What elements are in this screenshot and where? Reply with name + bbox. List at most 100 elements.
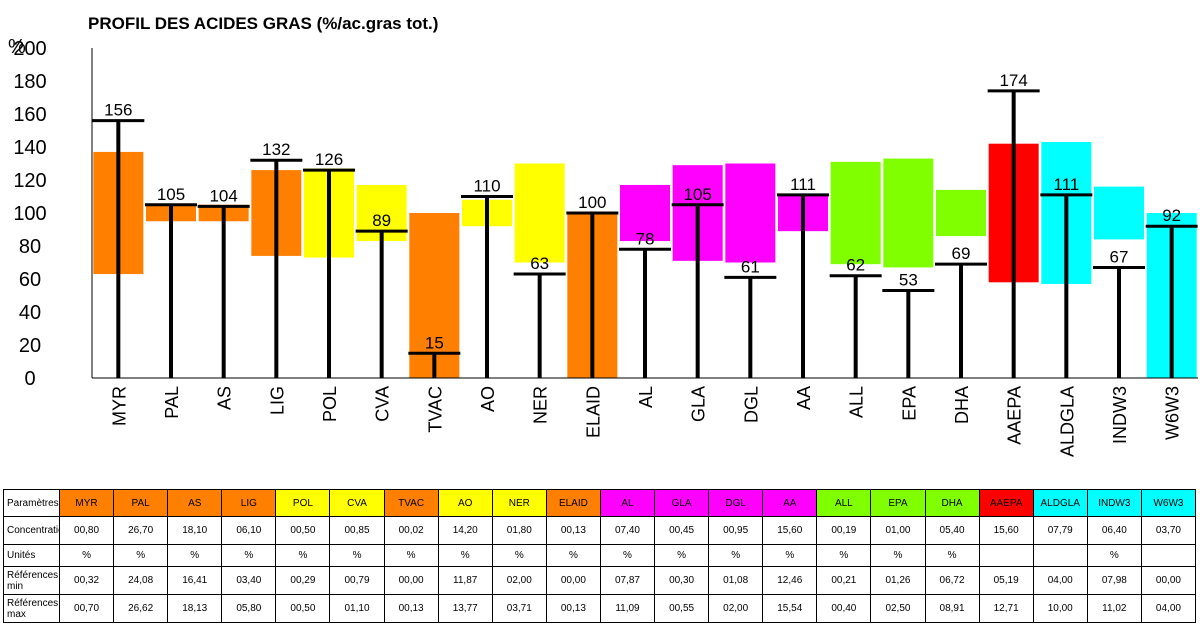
data-label: 104 — [209, 186, 237, 205]
table-header-cell: MYR — [58, 489, 115, 517]
data-label: 100 — [578, 193, 606, 212]
table-header-row: Paramètres MYR PAL AS LIG POL CVA TVAC AO NER ELAI… — [3, 489, 1197, 517]
table-cell: % — [762, 544, 818, 567]
x-tick-label: EPA — [899, 386, 919, 421]
data-label: 111 — [790, 175, 816, 194]
table-cell: 05,80 — [221, 594, 277, 623]
table-cell: 00,50 — [275, 594, 331, 623]
table-cell: 06,72 — [924, 566, 980, 595]
x-tick-label: CVA — [373, 386, 393, 422]
table-cell: % — [924, 544, 980, 567]
data-label: 132 — [262, 140, 290, 159]
table-cell: 01,26 — [870, 566, 926, 595]
table-cell: 00,13 — [383, 594, 439, 623]
reference-range-box — [725, 163, 776, 263]
reference-range-box — [830, 161, 881, 265]
table-header-cell: EPA — [870, 489, 926, 517]
x-tick-label: TVAC — [425, 386, 445, 433]
table-cell: 12,46 — [762, 566, 818, 595]
data-label: 53 — [899, 271, 918, 290]
table-cell: 18,10 — [167, 516, 223, 545]
table-cell: 11,09 — [599, 594, 656, 623]
table-cell: 03,71 — [491, 594, 547, 623]
table-row-label: Unités — [3, 544, 60, 567]
y-tick-label: 60 — [19, 269, 41, 291]
y-tick-label: 180 — [13, 71, 46, 93]
table-cell: 00,32 — [58, 566, 115, 595]
table-header-cell: INDW3 — [1086, 489, 1142, 517]
data-label: 174 — [999, 71, 1027, 90]
table-row-label: Références min — [3, 566, 60, 595]
table-cell: % — [329, 544, 385, 567]
table-cell: % — [708, 544, 764, 567]
table-cell: 00,45 — [654, 516, 710, 545]
x-tick-label: W6W3 — [1163, 386, 1183, 440]
x-tick-label: AS — [215, 386, 235, 410]
x-tick-label: AAEPA — [1005, 386, 1025, 445]
table-cell: 11,02 — [1086, 594, 1142, 623]
table-cell — [1032, 544, 1088, 567]
table-cell: 12,71 — [978, 594, 1034, 623]
table-cell: 26,62 — [113, 594, 169, 623]
table-cell: % — [437, 544, 493, 567]
table-row-label: Paramètres — [3, 489, 60, 517]
table-cell: 16,41 — [167, 566, 223, 595]
x-tick-label: POL — [320, 386, 340, 422]
table-cell: 00,80 — [58, 516, 115, 545]
table-cell: 06,40 — [1086, 516, 1142, 545]
x-tick-label: INDW3 — [1110, 386, 1130, 444]
table-cell: 00,00 — [1140, 566, 1197, 595]
table-cell: 05,19 — [978, 566, 1034, 595]
table-cell: 00,19 — [816, 516, 872, 545]
table-cell: 18,13 — [167, 594, 223, 623]
table-header-cell: NER — [491, 489, 547, 517]
table-header-cell: AAEPA — [978, 489, 1034, 517]
x-tick-label: ALDGLA — [1057, 386, 1077, 457]
x-tick-label: PAL — [162, 386, 182, 419]
table-cell: 01,80 — [491, 516, 547, 545]
table-cell: % — [654, 544, 710, 567]
table-cell — [978, 544, 1034, 567]
data-label: 89 — [372, 211, 391, 230]
table-cell: % — [58, 544, 115, 567]
y-tick-label: 140 — [13, 137, 46, 159]
table-cell: 04,00 — [1032, 566, 1088, 595]
reference-range-box — [620, 184, 670, 242]
x-tick-label: MYR — [109, 386, 129, 426]
y-tick-label: 80 — [19, 236, 41, 258]
table-cell: 00,85 — [329, 516, 385, 545]
table-cell: 00,40 — [816, 594, 872, 623]
table-cell: 00,70 — [58, 594, 115, 623]
table-cell: 00,02 — [383, 516, 439, 545]
table-row: Références min 00,32 24,08 16,41 03,40 00,29 0… — [3, 566, 1197, 595]
table-cell: 04,00 — [1140, 594, 1197, 623]
table-cell: 02,00 — [708, 594, 764, 623]
x-tick-label: AL — [636, 386, 656, 408]
data-label: 156 — [104, 101, 132, 120]
table-cell: 01,00 — [870, 516, 926, 545]
table-row: Unités%%%%%%%%%%%%%%%%%% — [3, 544, 1197, 567]
table-cell: % — [221, 544, 277, 567]
table-header-cell: W6W3 — [1140, 489, 1197, 517]
table-cell: 03,70 — [1140, 516, 1197, 545]
table-cell: % — [545, 544, 601, 567]
data-label: 67 — [1110, 247, 1129, 266]
table-cell: 00,30 — [654, 566, 710, 595]
table-cell: 24,08 — [113, 566, 169, 595]
table-header-cell: GLA — [654, 489, 710, 517]
table-header-cell: DHA — [924, 489, 980, 517]
table-header-cell: PAL — [113, 489, 169, 517]
data-label: 92 — [1162, 206, 1181, 225]
table-header-cell: POL — [275, 489, 331, 517]
data-label: 61 — [741, 257, 760, 276]
table-cell: 02,50 — [870, 594, 926, 623]
y-tick-label: 20 — [19, 335, 41, 357]
table-cell: 13,77 — [437, 594, 493, 623]
table-cell: 26,70 — [113, 516, 169, 545]
table-cell: 07,87 — [599, 566, 656, 595]
y-tick-label: 160 — [13, 104, 46, 126]
table-cell: 00,95 — [708, 516, 764, 545]
y-tick-label: 0 — [24, 368, 35, 390]
x-tick-label: GLA — [689, 386, 709, 422]
table-cell: % — [383, 544, 439, 567]
